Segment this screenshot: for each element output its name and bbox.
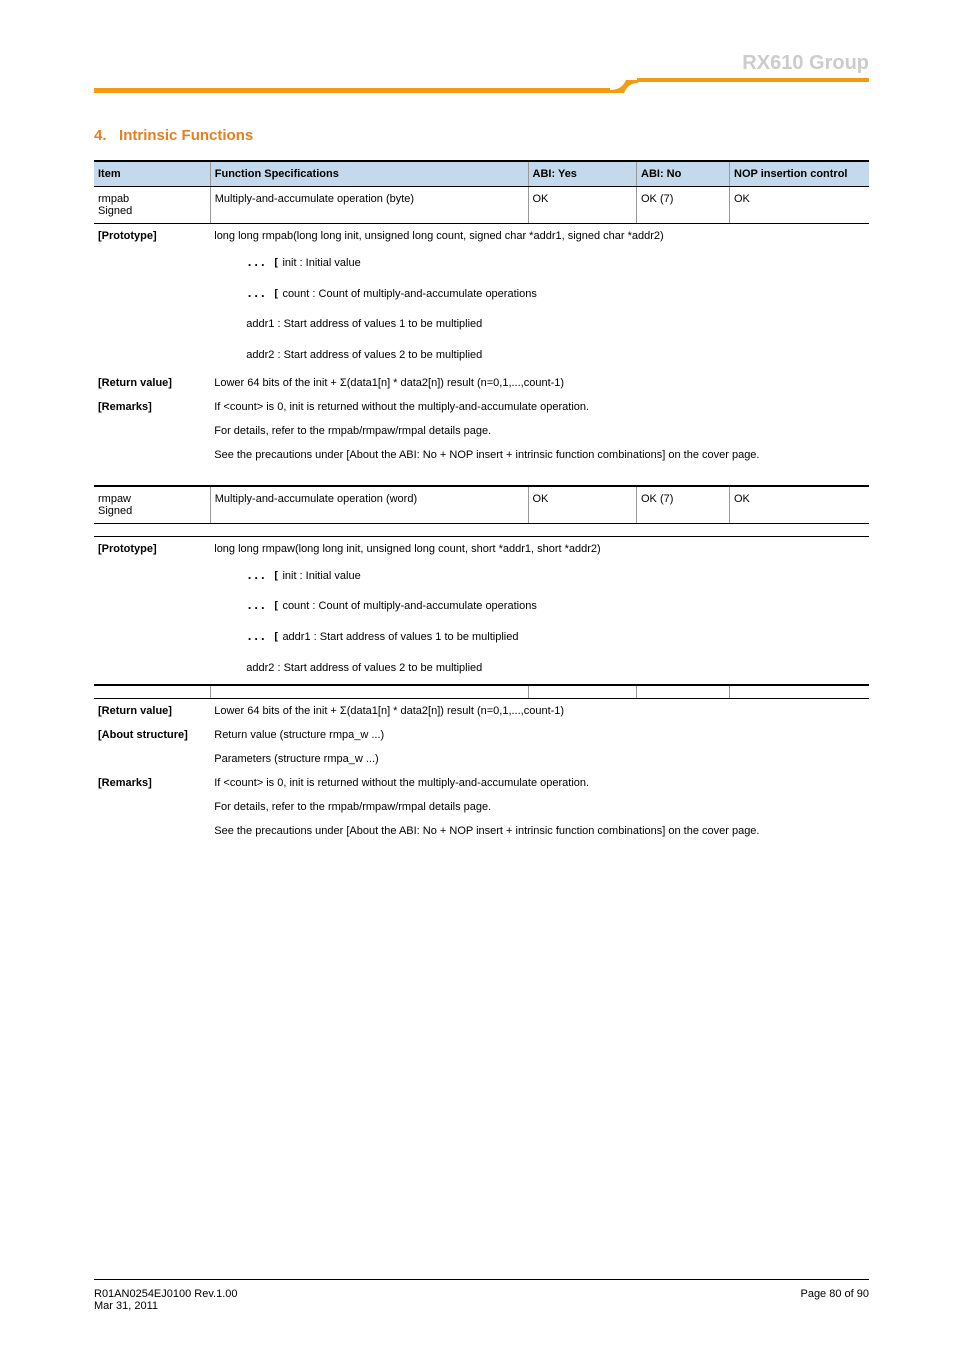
col-abi-yes: ABI: Yes xyxy=(528,161,637,187)
table-row: [Return value]Lower 64 bits of the init … xyxy=(94,371,869,395)
bullet-icon: ... [ xyxy=(246,630,279,643)
table-row: [Remarks]If <count> is 0, init is return… xyxy=(94,395,869,419)
fn-name: rmpab xyxy=(98,193,129,205)
intrinsics-table-2: rmpaw Signed Multiply-and-accumulate ope… xyxy=(94,485,869,843)
footer-right: Page 80 of 90 xyxy=(800,1288,869,1312)
table-row: rmpab Signed Multiply-and-accumulate ope… xyxy=(94,187,869,224)
col-nop: NOP insertion control xyxy=(730,161,870,187)
cell-desc: Multiply-and-accumulate operation (word) xyxy=(210,486,528,524)
table-row xyxy=(94,523,869,536)
header-rule-right xyxy=(637,78,869,82)
cell-abi-no: OK (7) xyxy=(637,486,730,524)
table-row: rmpaw Signed Multiply-and-accumulate ope… xyxy=(94,486,869,524)
col-abi-no: ABI: No xyxy=(637,161,730,187)
cell-item: rmpab Signed xyxy=(94,187,210,224)
table-row: addr1 : Start address of values 1 to be … xyxy=(94,309,869,340)
bullet-icon: ... [ xyxy=(246,599,279,612)
col-spec: Function Specifications xyxy=(210,161,528,187)
cell-proto: long long rmpab(long long init, unsigned… xyxy=(210,224,869,249)
table-row: [Prototype] long long rmpab(long long in… xyxy=(94,224,869,249)
section-title-text: Intrinsic Functions xyxy=(119,127,253,144)
cell-label: [Prototype] xyxy=(94,224,210,249)
table-row: addr2 : Start address of values 2 to be … xyxy=(94,340,869,371)
page-footer: R01AN0254EJ0100 Rev.1.00 Mar 31, 2011 Pa… xyxy=(94,1279,869,1312)
fn-note: Signed xyxy=(98,205,132,217)
bullet-icon: ... [ xyxy=(246,256,279,269)
cell-abi-no: OK (7) xyxy=(637,187,730,224)
col-item: Item xyxy=(94,161,210,187)
table-row: ... [ count : Count of multiply-and-accu… xyxy=(94,279,869,310)
table-row: [About structure]Return value (structure… xyxy=(94,723,869,747)
table-row: [Remarks]If <count> is 0, init is return… xyxy=(94,771,869,795)
cell-abi-yes: OK xyxy=(528,486,637,524)
table-row: ... [ addr1 : Start address of values 1 … xyxy=(94,622,869,653)
fn-note: Signed xyxy=(98,505,132,517)
section-heading: 4. Intrinsic Functions xyxy=(94,127,869,144)
cell-nop: OK xyxy=(730,187,870,224)
table-row: See the precautions under [About the ABI… xyxy=(94,819,869,843)
page-header: RX610 Group xyxy=(94,70,869,95)
header-product-name: RX610 Group xyxy=(742,52,869,75)
page-container: RX610 Group 4. Intrinsic Functions Item … xyxy=(0,0,954,843)
cell-abi-yes: OK xyxy=(528,187,637,224)
table-row: ... [ init : Initial value xyxy=(94,561,869,592)
table-row: ... [ count : Count of multiply-and-accu… xyxy=(94,591,869,622)
table-row: See the precautions under [About the ABI… xyxy=(94,443,869,467)
table-row: For details, refer to the rmpab/rmpaw/rm… xyxy=(94,795,869,819)
table-row: [Prototype]long long rmpaw(long long ini… xyxy=(94,536,869,561)
table-row: For details, refer to the rmpab/rmpaw/rm… xyxy=(94,419,869,443)
bullet-icon: ... [ xyxy=(246,569,279,582)
bullet-icon: ... [ xyxy=(246,287,279,300)
header-rule-left xyxy=(94,88,610,93)
section-number: 4. xyxy=(94,127,107,144)
table-row xyxy=(94,685,869,699)
cell-nop: OK xyxy=(730,486,870,524)
table-row: ... [ init : Initial value xyxy=(94,248,869,279)
table-header-row: Item Function Specifications ABI: Yes AB… xyxy=(94,161,869,187)
fn-name: rmpaw xyxy=(98,493,131,505)
footer-left: R01AN0254EJ0100 Rev.1.00 Mar 31, 2011 xyxy=(94,1288,238,1312)
table-row: addr2 : Start address of values 2 to be … xyxy=(94,653,869,685)
cell-desc: Multiply-and-accumulate operation (byte) xyxy=(210,187,528,224)
table-row: Parameters (structure rmpa_w ...) xyxy=(94,747,869,771)
cell-item: rmpaw Signed xyxy=(94,486,210,524)
intrinsics-table: Item Function Specifications ABI: Yes AB… xyxy=(94,160,869,467)
header-rule-curve xyxy=(610,78,638,93)
table-row: [Return value]Lower 64 bits of the init … xyxy=(94,698,869,723)
